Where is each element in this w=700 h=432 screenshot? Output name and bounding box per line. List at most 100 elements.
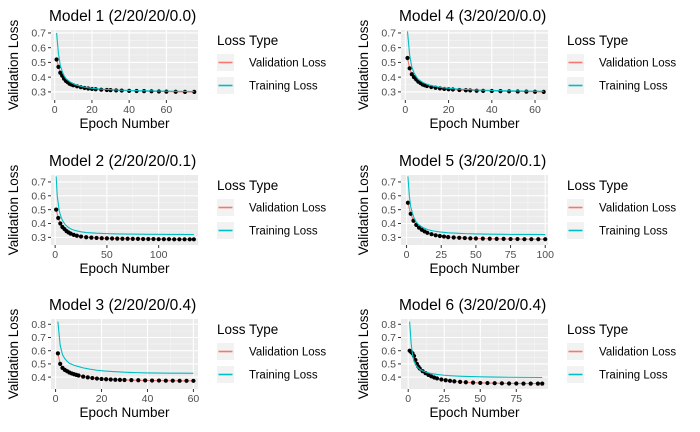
data-point bbox=[122, 377, 127, 383]
data-point bbox=[130, 236, 135, 242]
data-point bbox=[457, 235, 462, 240]
data-point bbox=[54, 207, 59, 212]
series-line-training-loss bbox=[406, 31, 544, 92]
data-point bbox=[187, 237, 192, 242]
series-line-training-loss bbox=[407, 176, 546, 236]
x-tick-label: 0 bbox=[405, 393, 411, 405]
data-point bbox=[535, 381, 541, 386]
data-point bbox=[521, 381, 526, 386]
data-point bbox=[94, 376, 100, 381]
y-tick-label: 0.6 bbox=[31, 42, 46, 54]
data-point bbox=[409, 72, 414, 77]
data-point bbox=[463, 380, 468, 385]
data-point bbox=[514, 381, 519, 386]
x-tick-label: 40 bbox=[142, 393, 154, 405]
legend-entry-label: Validation Loss bbox=[249, 347, 326, 359]
data-point bbox=[470, 380, 476, 385]
data-point bbox=[405, 200, 411, 205]
data-point bbox=[141, 236, 146, 242]
chart-panel-5: Model 3 (2/20/20/0.4) 0.40.5 0.60.70.8 0 20 4… bbox=[6, 297, 326, 420]
data-point bbox=[515, 236, 520, 242]
data-point bbox=[78, 234, 84, 239]
data-point bbox=[84, 235, 89, 240]
y-axis-label: Validation Loss bbox=[6, 164, 21, 255]
legend-entry-label: Training Loss bbox=[599, 81, 668, 93]
data-point bbox=[85, 375, 90, 380]
data-point bbox=[407, 66, 412, 71]
y-tick-label: 0.4 bbox=[381, 218, 396, 230]
data-point bbox=[56, 215, 61, 221]
data-point bbox=[405, 55, 410, 61]
y-tick-label: 0.6 bbox=[31, 190, 46, 202]
y-tick-label: 0.3 bbox=[31, 232, 46, 244]
data-point bbox=[434, 376, 440, 381]
data-point bbox=[540, 381, 545, 386]
y-tick-label: 0.5 bbox=[381, 57, 396, 69]
legend-title: Loss Type bbox=[567, 33, 628, 48]
data-point bbox=[113, 377, 118, 382]
data-point bbox=[99, 376, 104, 382]
data-point bbox=[541, 89, 546, 94]
y-axis-label: Validation Loss bbox=[356, 308, 371, 399]
data-point bbox=[104, 236, 110, 241]
y-tick-label: 0.4 bbox=[381, 372, 396, 384]
y-axis-label: Validation Loss bbox=[6, 308, 21, 399]
legend-title: Loss Type bbox=[217, 178, 278, 193]
data-point bbox=[55, 351, 60, 356]
data-point bbox=[474, 88, 479, 93]
y-tick-label: 0.6 bbox=[31, 345, 46, 357]
data-point bbox=[81, 374, 86, 379]
y-tick-label: 0.4 bbox=[31, 372, 46, 384]
x-axis-label: Epoch Number bbox=[429, 405, 520, 420]
y-tick-label: 0.3 bbox=[381, 87, 396, 99]
data-point bbox=[457, 379, 463, 384]
data-point bbox=[135, 236, 141, 242]
data-point bbox=[543, 237, 548, 242]
data-point bbox=[462, 235, 467, 241]
data-point bbox=[146, 236, 151, 242]
chart-panel-4: Model 5 (3/20/20/0.1) 0.3 0.4 0.5 0.60.7 0 25 5… bbox=[356, 153, 676, 276]
y-tick-label: 0.8 bbox=[31, 319, 46, 331]
data-point bbox=[437, 233, 442, 239]
chart-title: Model 5 (3/20/20/0.1) bbox=[399, 153, 546, 170]
x-tick-label: 0 bbox=[52, 104, 58, 116]
chart-title: Model 6 (3/20/20/0.4) bbox=[399, 297, 546, 314]
legend-entry-label: Validation Loss bbox=[249, 203, 326, 215]
data-point bbox=[441, 234, 447, 239]
data-point bbox=[501, 236, 506, 242]
data-point bbox=[463, 88, 468, 93]
data-point bbox=[89, 235, 94, 240]
y-tick-label: 0.5 bbox=[381, 359, 396, 371]
data-point bbox=[447, 378, 453, 383]
x-tick-label: 0 bbox=[402, 104, 408, 116]
chart-title: Model 3 (2/20/20/0.4) bbox=[49, 297, 196, 314]
legend-entry-label: Validation Loss bbox=[599, 203, 676, 215]
x-tick-label: 40 bbox=[486, 104, 498, 116]
x-tick-label: 50 bbox=[101, 249, 113, 261]
data-point bbox=[191, 378, 196, 383]
data-point bbox=[429, 232, 434, 237]
data-point bbox=[433, 233, 438, 238]
y-tick-label: 0.7 bbox=[31, 28, 46, 40]
data-point bbox=[182, 237, 187, 242]
x-tick-label: 20 bbox=[86, 104, 98, 116]
legend-title: Loss Type bbox=[567, 322, 628, 337]
data-point bbox=[443, 378, 448, 383]
data-point bbox=[439, 377, 444, 382]
x-tick-label: 100 bbox=[536, 249, 554, 261]
data-point bbox=[117, 377, 123, 382]
x-axis-label: Epoch Number bbox=[79, 116, 170, 131]
y-tick-label: 0.6 bbox=[381, 345, 396, 357]
x-tick-label: 60 bbox=[529, 104, 541, 116]
chart-panel-2: Model 4 (3/20/20/0.0) 0.3 0.4 0.5 0.6 0.7 0 20 4… bbox=[356, 8, 676, 131]
legend-entry-label: Training Loss bbox=[599, 370, 668, 382]
plot-background bbox=[51, 30, 198, 100]
data-point bbox=[172, 237, 177, 242]
x-axis-label: Epoch Number bbox=[79, 405, 170, 420]
data-point bbox=[151, 236, 156, 242]
data-point bbox=[156, 237, 161, 242]
x-tick-label: 0 bbox=[404, 249, 410, 261]
chart-title: Model 2 (2/20/20/0.1) bbox=[49, 153, 196, 170]
data-point bbox=[58, 361, 63, 367]
data-point bbox=[468, 88, 473, 93]
